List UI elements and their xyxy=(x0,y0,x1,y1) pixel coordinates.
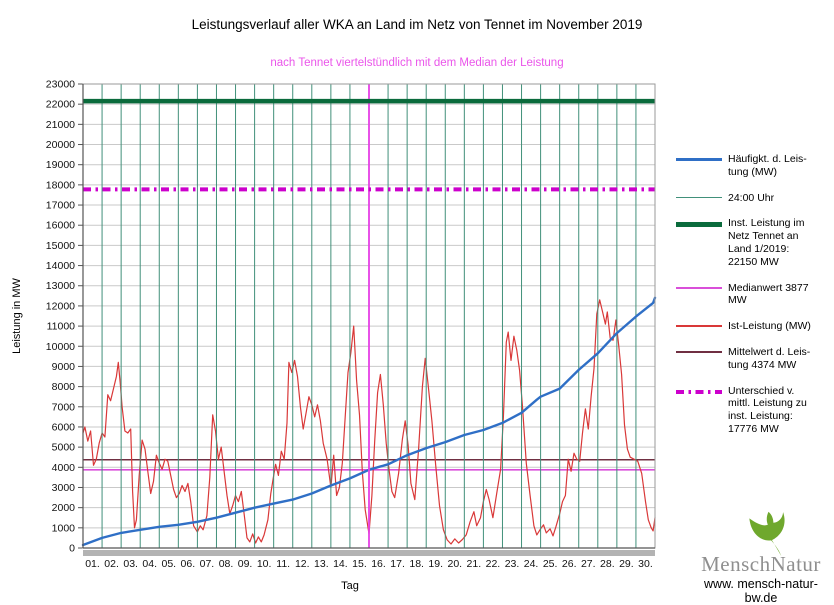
svg-text:12.: 12. xyxy=(295,558,310,570)
svg-text:19.: 19. xyxy=(428,558,443,570)
svg-text:21000: 21000 xyxy=(46,119,75,131)
svg-text:23.: 23. xyxy=(505,558,520,570)
svg-text:05.: 05. xyxy=(161,558,176,570)
legend-label: Unterschied v. mittl. Leistung zu inst. … xyxy=(728,384,807,435)
legend-item-24-uhr: 24:00 Uhr xyxy=(676,192,834,205)
svg-text:15000: 15000 xyxy=(46,240,75,252)
inst-leistung-line-swatch xyxy=(676,222,722,228)
svg-text:27.: 27. xyxy=(581,558,596,570)
svg-text:24.: 24. xyxy=(524,558,539,570)
svg-text:8000: 8000 xyxy=(52,381,76,393)
legend-label: Mittelwert d. Leis- tung 4374 MW xyxy=(728,345,811,371)
svg-text:16.: 16. xyxy=(371,558,386,570)
svg-text:28.: 28. xyxy=(600,558,615,570)
svg-text:5000: 5000 xyxy=(52,442,76,454)
svg-text:16000: 16000 xyxy=(46,220,75,232)
svg-text:12000: 12000 xyxy=(46,300,75,312)
svg-text:13.: 13. xyxy=(314,558,329,570)
legend-label: Häufigkt. d. Leis- tung (MW) xyxy=(728,153,807,178)
svg-text:03.: 03. xyxy=(123,558,138,570)
legend: Häufigkt. d. Leis- tung (MW) 24:00 Uhr I… xyxy=(676,153,834,449)
haeufigkeit-line-swatch xyxy=(676,158,722,161)
unterschied-dashed-line-swatch xyxy=(676,389,722,394)
svg-text:17000: 17000 xyxy=(46,200,75,212)
svg-text:08.: 08. xyxy=(219,558,234,570)
logo-wordmark: MenschNatur xyxy=(688,552,834,577)
logo-text-mensch: Mensch xyxy=(701,552,771,576)
svg-text:29.: 29. xyxy=(619,558,634,570)
legend-item-ist-leistung: Ist-Leistung (MW) xyxy=(676,320,834,333)
svg-text:06.: 06. xyxy=(181,558,196,570)
svg-text:9000: 9000 xyxy=(52,361,76,373)
svg-text:22000: 22000 xyxy=(46,99,75,111)
legend-item-mittelwert: Mittelwert d. Leis- tung 4374 MW xyxy=(676,346,834,372)
mittelwert-line-swatch xyxy=(676,350,722,353)
svg-text:18000: 18000 xyxy=(46,179,75,191)
svg-text:18.: 18. xyxy=(409,558,424,570)
x-axis-title: Tag xyxy=(341,580,359,592)
legend-label: Inst. Leistung im Netz Tennet an Land 1/… xyxy=(728,217,805,268)
legend-label: Ist-Leistung (MW) xyxy=(728,320,811,333)
24-uhr-line-swatch xyxy=(676,196,722,198)
svg-text:10000: 10000 xyxy=(46,341,75,353)
svg-text:15.: 15. xyxy=(352,558,367,570)
svg-text:19000: 19000 xyxy=(46,159,75,171)
ginkgo-leaf-icon xyxy=(749,511,785,557)
svg-text:14000: 14000 xyxy=(46,260,75,272)
svg-text:0: 0 xyxy=(69,543,75,555)
svg-text:02.: 02. xyxy=(104,558,119,570)
svg-text:22.: 22. xyxy=(486,558,501,570)
svg-text:14.: 14. xyxy=(333,558,348,570)
svg-text:11000: 11000 xyxy=(47,321,76,333)
svg-text:01.: 01. xyxy=(85,558,100,570)
legend-label: Medianwert 3877 MW xyxy=(728,281,809,307)
svg-text:17.: 17. xyxy=(390,558,405,570)
svg-text:11.: 11. xyxy=(276,558,290,570)
legend-item-inst-leistung: Inst. Leistung im Netz Tennet an Land 1/… xyxy=(676,217,834,268)
svg-text:4000: 4000 xyxy=(52,462,76,474)
svg-text:25.: 25. xyxy=(543,558,558,570)
svg-text:21.: 21. xyxy=(467,558,482,570)
svg-text:20000: 20000 xyxy=(46,139,75,151)
svg-text:1000: 1000 xyxy=(52,522,76,534)
svg-text:3000: 3000 xyxy=(52,482,76,494)
svg-text:26.: 26. xyxy=(562,558,577,570)
svg-text:20.: 20. xyxy=(447,558,462,570)
ist-leistung-line-swatch xyxy=(676,325,722,328)
legend-item-unterschied: Unterschied v. mittl. Leistung zu inst. … xyxy=(676,385,834,436)
legend-item-medianwert: Medianwert 3877 MW xyxy=(676,282,834,308)
logo-url: www. mensch-natur-bw.de xyxy=(704,577,818,605)
svg-text:10.: 10. xyxy=(257,558,272,570)
medianwert-line-swatch xyxy=(676,286,722,289)
svg-text:30.: 30. xyxy=(638,558,653,570)
svg-text:09.: 09. xyxy=(238,558,253,570)
svg-text:23000: 23000 xyxy=(46,79,75,91)
svg-text:6000: 6000 xyxy=(52,421,76,433)
chart-title: Leistungsverlauf aller WKA an Land im Ne… xyxy=(191,17,643,32)
svg-text:13000: 13000 xyxy=(46,280,75,292)
svg-text:04.: 04. xyxy=(142,558,157,570)
svg-text:7000: 7000 xyxy=(52,401,76,413)
svg-text:2000: 2000 xyxy=(52,502,76,514)
chart-subtitle: nach Tennet viertelstündlich mit dem Med… xyxy=(270,57,564,69)
legend-label: 24:00 Uhr xyxy=(728,191,775,204)
svg-text:07.: 07. xyxy=(200,558,215,570)
logo-text-natur: Natur xyxy=(770,552,821,576)
legend-item-haeufigkeit: Häufigkt. d. Leis- tung (MW) xyxy=(676,153,834,179)
